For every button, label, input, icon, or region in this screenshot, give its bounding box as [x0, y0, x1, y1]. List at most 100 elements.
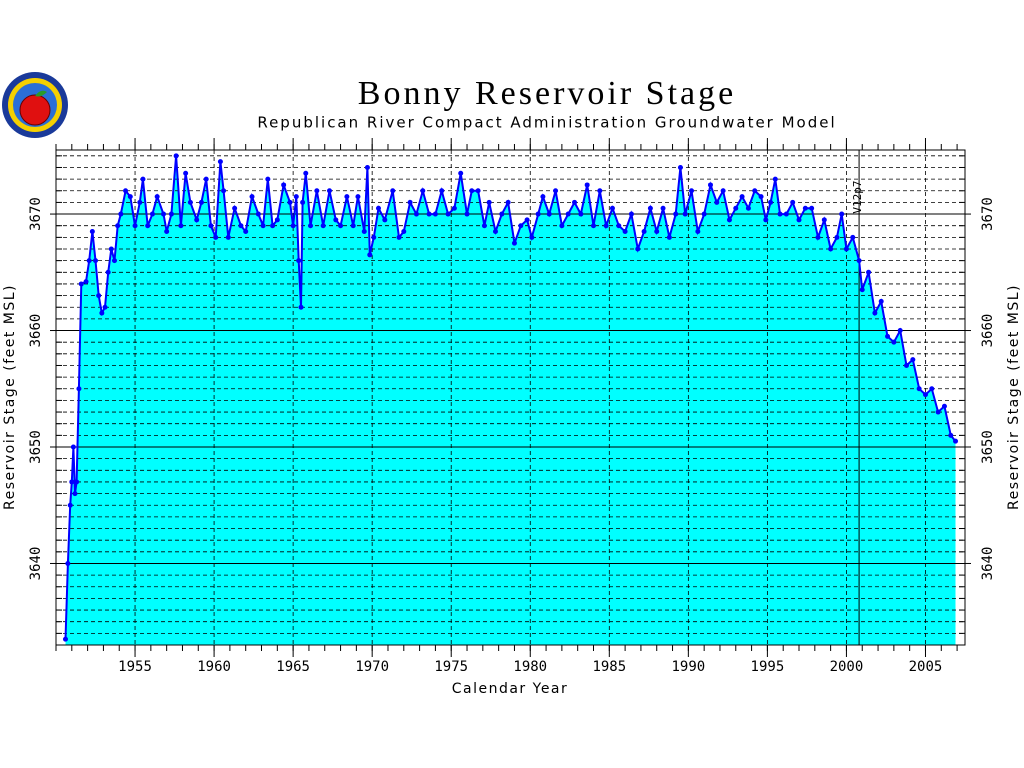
point	[255, 211, 261, 217]
point	[74, 479, 80, 485]
point	[426, 211, 432, 217]
point	[622, 229, 628, 235]
point	[108, 246, 114, 252]
point	[274, 217, 280, 223]
point	[885, 333, 891, 339]
point	[941, 403, 947, 409]
x-tick-label: 2005	[909, 659, 943, 675]
point	[203, 176, 209, 182]
x-tick-label: 1955	[118, 659, 152, 675]
point	[897, 328, 903, 334]
point	[78, 281, 84, 287]
x-tick-label: 1980	[513, 659, 547, 675]
point	[809, 205, 815, 211]
point	[866, 269, 872, 275]
point	[298, 304, 304, 310]
point	[105, 269, 111, 275]
point	[486, 199, 492, 205]
point	[802, 205, 808, 211]
point	[603, 223, 609, 229]
point	[76, 386, 82, 392]
point	[154, 194, 160, 200]
point	[86, 258, 92, 264]
point	[916, 386, 922, 392]
point	[420, 188, 426, 194]
point	[221, 188, 227, 194]
x-tick-label: 2000	[830, 659, 864, 675]
point	[314, 188, 320, 194]
point	[859, 287, 865, 293]
point	[137, 199, 143, 205]
point	[953, 438, 959, 444]
point	[445, 211, 451, 217]
point	[524, 217, 530, 223]
x-tick-label: 1970	[355, 659, 389, 675]
point	[492, 229, 498, 235]
point	[173, 153, 179, 159]
point	[217, 159, 223, 165]
point	[127, 194, 133, 200]
area	[65, 155, 956, 646]
point	[677, 164, 683, 170]
point	[572, 199, 578, 205]
point	[910, 357, 916, 363]
point	[111, 258, 117, 264]
point	[529, 234, 535, 240]
point	[164, 229, 170, 235]
point	[475, 188, 481, 194]
point	[178, 223, 184, 229]
point	[518, 223, 524, 229]
point	[843, 246, 849, 252]
point	[821, 217, 827, 223]
point	[187, 199, 193, 205]
point	[320, 223, 326, 229]
point	[469, 188, 475, 194]
point	[300, 199, 306, 205]
point	[194, 217, 200, 223]
point	[232, 205, 238, 211]
point	[326, 188, 332, 194]
y2-tick-label: 3640	[980, 547, 996, 581]
point	[364, 164, 370, 170]
point	[839, 211, 845, 217]
point	[481, 223, 487, 229]
y-tick-label: 3640	[28, 547, 44, 581]
point	[350, 223, 356, 229]
point	[140, 176, 146, 182]
point	[535, 211, 541, 217]
point	[401, 229, 407, 235]
y2-tick-label: 3650	[980, 430, 996, 464]
point	[499, 211, 505, 217]
point	[689, 188, 695, 194]
point	[270, 223, 276, 229]
y-tick-label: 3650	[28, 430, 44, 464]
point	[303, 170, 309, 176]
point	[540, 194, 546, 200]
point	[815, 234, 821, 240]
x-tick-label: 1985	[592, 659, 626, 675]
point	[739, 194, 745, 200]
point	[333, 217, 339, 223]
point	[752, 188, 758, 194]
point	[213, 234, 219, 240]
point	[70, 444, 76, 450]
x-tick-label: 1960	[197, 659, 231, 675]
point	[413, 211, 419, 217]
point	[243, 229, 249, 235]
point	[371, 234, 377, 240]
point	[123, 188, 129, 194]
point	[505, 199, 511, 205]
point	[382, 217, 388, 223]
point	[922, 392, 928, 398]
point	[149, 211, 155, 217]
point	[578, 211, 584, 217]
point	[763, 217, 769, 223]
point	[69, 479, 75, 485]
point	[872, 310, 878, 316]
chart-title: Bonny Reservoir Stage	[358, 75, 736, 112]
point	[338, 223, 344, 229]
point	[375, 205, 381, 211]
point	[660, 205, 666, 211]
point	[132, 223, 138, 229]
point	[707, 182, 713, 188]
